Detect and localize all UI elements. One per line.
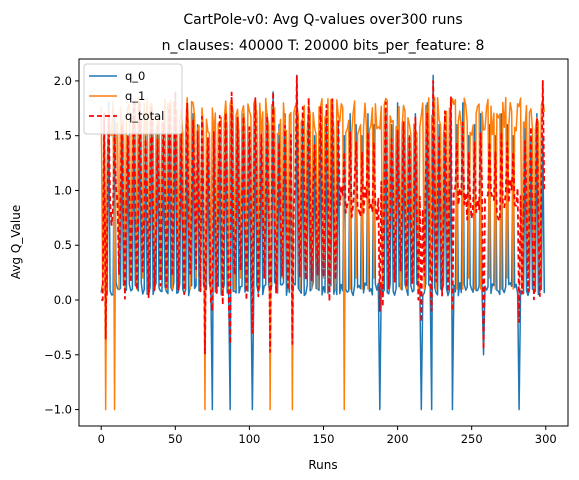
legend-label-q-total: q_total — [125, 109, 164, 123]
y-tick-label: −0.5 — [44, 348, 72, 362]
y-tick-label: 1.0 — [54, 183, 72, 197]
x-tick-label: 300 — [535, 432, 557, 446]
x-tick-label: 50 — [168, 432, 183, 446]
x-tick-label: 150 — [313, 432, 335, 446]
chart-title: CartPole-v0: Avg Q-values over300 runs — [183, 12, 462, 28]
x-tick-label: 250 — [461, 432, 483, 446]
x-tick-label: 200 — [387, 432, 409, 446]
legend: q_0 q_1 q_total — [83, 63, 183, 135]
y-axis-label: Avg Q_Value — [9, 205, 23, 279]
y-tick-label: 2.0 — [54, 74, 72, 88]
y-tick-label: 0.0 — [54, 293, 72, 307]
x-tick-label: 0 — [98, 432, 105, 446]
chart-subtitle: n_clauses: 40000 T: 20000 bits_per_featu… — [162, 38, 485, 54]
y-tick-label: −1.0 — [44, 403, 72, 417]
x-ticks: 0 50 100 150 200 250 300 — [98, 426, 557, 446]
legend-label-q-0: q_0 — [125, 69, 145, 83]
legend-label-q-1: q_1 — [125, 89, 145, 103]
y-ticks: −1.0 −0.5 0.0 0.5 1.0 1.5 2.0 — [44, 74, 79, 417]
y-tick-label: 1.5 — [54, 129, 72, 143]
y-tick-label: 0.5 — [54, 238, 72, 252]
x-axis-label: Runs — [308, 458, 337, 472]
series-line-q-total — [101, 74, 546, 356]
x-tick-label: 100 — [238, 432, 260, 446]
